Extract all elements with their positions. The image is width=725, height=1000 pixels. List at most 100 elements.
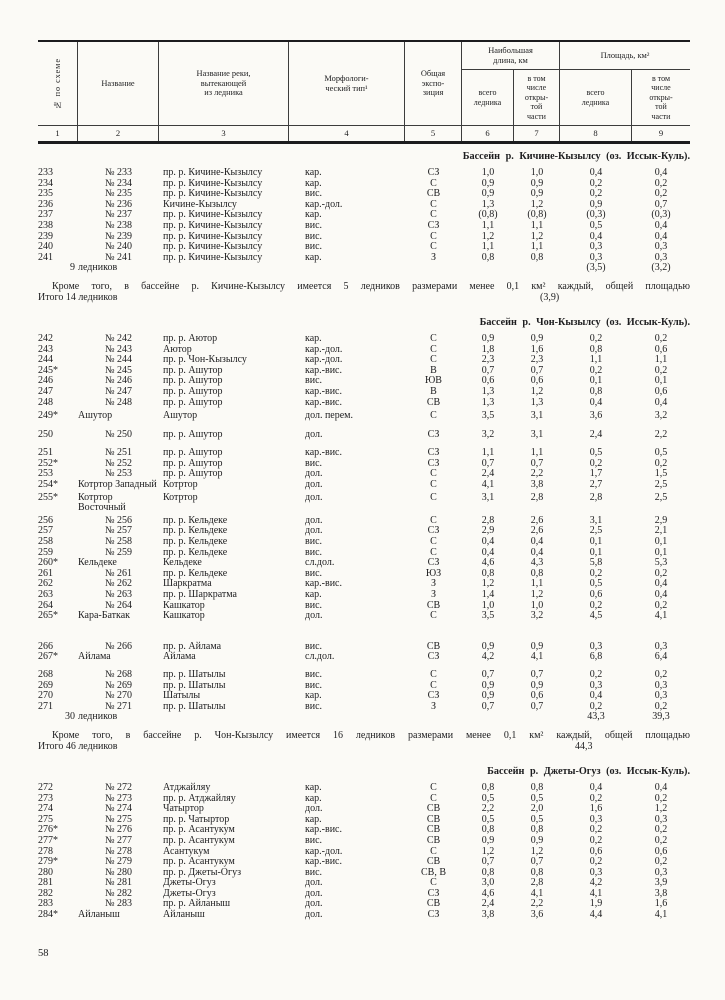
length-total: 3,5 <box>481 410 495 422</box>
row-number: 276* <box>38 824 58 836</box>
area-open: 0,6 <box>654 845 668 857</box>
row-number: 255* <box>38 491 58 503</box>
table-row: 255* Котртор Восточный Котртор дол. С 3,1 2,8 2… <box>38 491 690 514</box>
area-total: 0,9 <box>589 198 603 210</box>
table-row: 265* Кара-Баткак Кашкатор дол. С 3,5 3,2 4,5 4,1 <box>38 611 690 622</box>
basin-heading: Бассейн р. Джеты-Огуз (оз. Иссык-Куль). <box>487 765 690 777</box>
area-total: 2,5 <box>589 525 603 537</box>
river-name: пр. р. Аютор <box>163 332 218 344</box>
area-open: 0,3 <box>654 813 668 825</box>
exposure: СВ, В <box>420 866 446 878</box>
length-open: 1,1 <box>530 578 544 590</box>
river-name: пр. р. Джеты-Огуз <box>163 866 242 878</box>
area-total: 0,2 <box>589 364 603 376</box>
length-open: 0,7 <box>530 668 544 680</box>
length-total: 0,4 <box>481 546 495 558</box>
river-name: пр. р. Асантукум <box>163 856 235 868</box>
length-total: 0,9 <box>481 834 495 846</box>
length-total: 4,1 <box>481 479 495 491</box>
row-number: 265* <box>38 610 58 622</box>
row-number: 247 <box>38 385 53 397</box>
exposure: СВ <box>426 640 441 652</box>
morph-type: кар. <box>305 332 322 344</box>
length-total: 0,9 <box>481 640 495 652</box>
area-total: 0,2 <box>589 567 603 579</box>
morph-type: кар. <box>305 589 322 600</box>
glacier-name: № 251 <box>104 447 133 459</box>
morph-type: вис. <box>305 700 323 712</box>
length-open: 2,6 <box>530 514 544 526</box>
glacier-name: № 270 <box>104 690 133 702</box>
morph-type: кар.-вис. <box>305 447 342 459</box>
summary-area-open: (3,2) <box>651 262 671 274</box>
table-row: 250 № 250 пр. р. Ашутор дол. СЗ 3,2 3,1 2,4 2,2 <box>38 428 690 441</box>
length-open: 1,3 <box>530 396 544 408</box>
length-open: 2,6 <box>530 525 544 537</box>
row-number: 284* <box>38 909 58 921</box>
area-open: 0,2 <box>654 599 668 611</box>
area-open: 1,5 <box>654 468 668 480</box>
river-name: пр. р. Ашутор <box>163 364 223 376</box>
header-column-index: 1 <box>38 126 78 141</box>
morph-type: вис. <box>305 457 323 469</box>
glacier-name: № 234 <box>104 177 133 189</box>
row-number: 259 <box>38 546 53 558</box>
row-number: 258 <box>38 536 53 548</box>
exposure: ЮЗ <box>425 567 442 579</box>
length-total: 1,2 <box>481 230 495 242</box>
glacier-name: № 280 <box>104 866 133 878</box>
table-row: 262 № 262 Шаркратма кар.-вис. З 1,2 1,1 0,5 0,4 <box>38 579 690 590</box>
length-total: 2,2 <box>481 803 495 815</box>
row-number: 256 <box>38 514 53 526</box>
morph-type: кар.-вис. <box>305 824 342 836</box>
row-number: 277* <box>38 834 58 846</box>
length-total: 3,5 <box>481 610 495 622</box>
area-total: 0,5 <box>589 447 603 459</box>
area-open: 0,2 <box>654 457 668 469</box>
length-total: 2,3 <box>481 354 495 366</box>
basin-heading: Бассейн р. Кичине-Кызылсу (оз. Иссык-Кул… <box>462 151 690 162</box>
area-total: 0,8 <box>589 343 603 355</box>
morph-type: кар.-дол. <box>305 354 343 366</box>
area-open: 0,2 <box>654 824 668 836</box>
table-row: 234 № 234 пр. р. Кичине-Кызылсу кар. С 0,9 0,9… <box>38 177 690 190</box>
river-name: пр. р. Кичине-Кызылсу <box>163 241 263 253</box>
morph-type: кар.-дол. <box>305 343 343 355</box>
row-number: 233 <box>38 167 53 178</box>
table-row: 241 № 241 пр. р. Кичине-Кызылсу кар. З 0,8 0,8… <box>38 251 690 264</box>
area-total: 0,3 <box>589 241 603 253</box>
area-total: 5,8 <box>589 557 603 569</box>
basin-section: Бассейн р. Джеты-Огуз (оз. Иссык-Куль). 2… <box>38 766 690 921</box>
summary-area-total: 43,3 <box>587 711 605 723</box>
area-open: 0,1 <box>654 546 668 558</box>
morph-type: сл.дол. <box>305 651 335 663</box>
morph-type: вис. <box>305 567 323 579</box>
morph-type: кар.-вис. <box>305 364 342 376</box>
glacier-name: № 256 <box>104 514 133 526</box>
header-col-name: Название <box>78 42 159 126</box>
length-open: 0,9 <box>530 834 544 846</box>
exposure: СВ <box>426 834 441 846</box>
note-total-value: (3,9) <box>540 292 560 304</box>
table-row: 245* № 245 пр. р. Ашутор кар.-вис. В 0,7 0,7 0,… <box>38 364 690 377</box>
length-total: 0,7 <box>481 364 495 376</box>
length-open: 3,1 <box>530 428 544 440</box>
river-name: пр. р. Ашутор <box>163 468 223 480</box>
glacier-name: № 266 <box>104 640 133 652</box>
row-number: 275 <box>38 813 53 825</box>
table-row: 264 № 264 Кашкатор вис. СВ 1,0 1,0 0,2 0,2 <box>38 599 690 612</box>
morph-type: дол. <box>305 468 323 480</box>
exposure: СВ <box>426 856 441 868</box>
glacier-name: Котртор Восточный <box>78 491 126 514</box>
length-open: 0,7 <box>530 700 544 712</box>
area-total: 0,3 <box>589 866 603 878</box>
area-total: 0,3 <box>589 813 603 825</box>
row-number: 280 <box>38 866 53 878</box>
length-total: 1,2 <box>481 845 495 857</box>
river-name: пр. р. Ашутор <box>163 428 223 440</box>
length-total: 2,9 <box>481 525 495 537</box>
area-open: 0,3 <box>654 251 668 263</box>
row-number: 234 <box>38 177 53 189</box>
exposure: З <box>430 700 436 712</box>
length-total: 0,9 <box>481 332 495 344</box>
